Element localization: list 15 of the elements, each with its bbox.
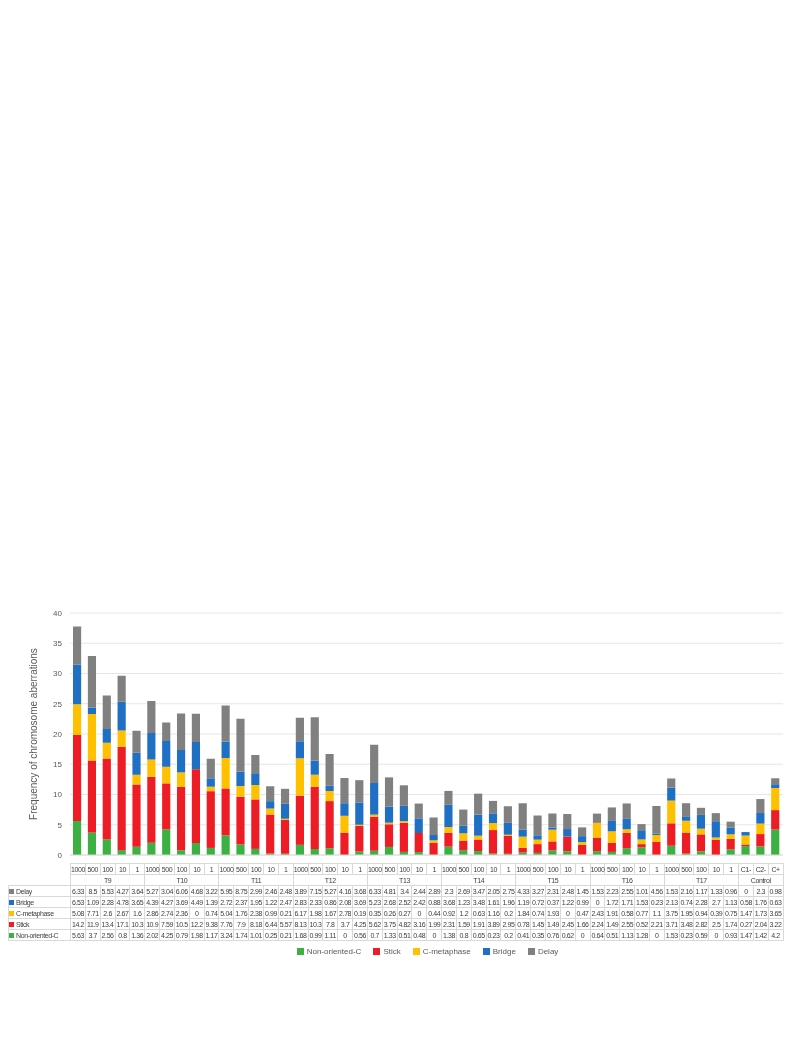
y-tick-label: 5 [57, 820, 63, 830]
y-tick-label: 25 [53, 699, 63, 709]
y-tick-label: 10 [53, 790, 63, 800]
y-tick-label: 15 [53, 760, 63, 770]
y-axis-title: Frequency of chromosome aberrations [27, 648, 39, 820]
text: Delay [537, 947, 559, 956]
y-tick-label: 30 [53, 669, 63, 679]
y-tick-label: 20 [53, 729, 63, 739]
y-tick-label: 35 [53, 639, 63, 649]
text: Stick [383, 947, 401, 956]
text: Bridge [492, 947, 516, 956]
text: Non-oriented-C [306, 947, 362, 956]
text: C-metaphase [422, 947, 471, 956]
y-tick-label: 0 [57, 850, 63, 860]
y-tick-label: 40 [53, 608, 63, 618]
